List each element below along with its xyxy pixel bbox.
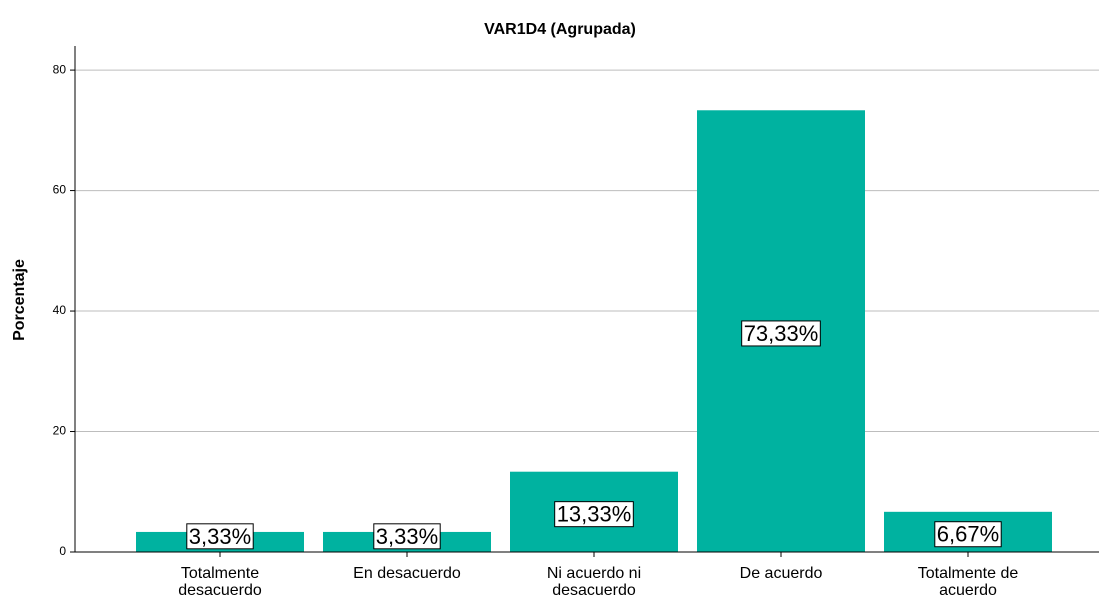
value-label: 3,33% bbox=[376, 524, 438, 549]
value-label-box bbox=[741, 320, 821, 347]
value-label: 73,33% bbox=[744, 321, 819, 346]
x-tick-label: Totalmente desacuerdo bbox=[178, 565, 262, 599]
x-tick-label: Totalmente de acuerdo bbox=[917, 565, 1019, 599]
y-tick-label: 40 bbox=[53, 303, 67, 317]
x-tick-label: De acuerdo bbox=[739, 565, 823, 582]
y-tick-label: 0 bbox=[59, 544, 66, 558]
x-tick-label: En desacuerdo bbox=[353, 565, 461, 582]
value-label: 3,33% bbox=[189, 524, 251, 549]
value-label: 13,33% bbox=[557, 502, 632, 527]
x-tick-label: Ni acuerdo ni desacuerdo bbox=[546, 565, 642, 599]
y-tick-label: 80 bbox=[53, 62, 67, 76]
value-label-box bbox=[186, 523, 254, 550]
y-axis-label: Porcentaje bbox=[11, 259, 28, 341]
value-label-box bbox=[373, 523, 441, 550]
y-tick-label: 20 bbox=[53, 424, 67, 438]
value-label-box bbox=[934, 521, 1002, 548]
value-label-box bbox=[554, 501, 634, 528]
chart-title: VAR1D4 (Agrupada) bbox=[484, 21, 636, 38]
y-tick-label: 60 bbox=[53, 183, 67, 197]
value-label: 6,67% bbox=[937, 522, 999, 547]
